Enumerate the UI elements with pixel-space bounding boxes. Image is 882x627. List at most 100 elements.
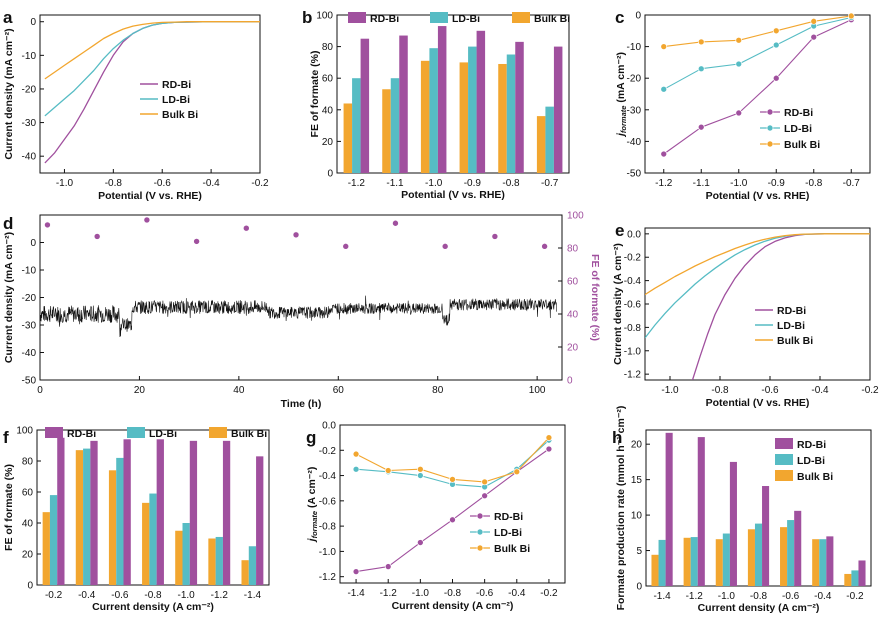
y-tick-label: 100	[16, 426, 33, 437]
bar-bulk-bi	[536, 116, 546, 173]
legend-label: Bulk Bi	[231, 428, 267, 440]
x-axis-label: Current density (A cm⁻²)	[698, 602, 820, 614]
legend-label: LD-Bi	[494, 527, 522, 539]
bar-rd-bi	[729, 461, 737, 586]
y-tick-label: -0.2	[624, 253, 642, 264]
x-tick-label: -0.2	[861, 385, 879, 396]
x-tick-label: -1.2	[380, 588, 398, 599]
y-tick-label: -20	[627, 74, 642, 85]
x-tick-label: -0.7	[843, 178, 861, 189]
bar-rd-bi	[256, 456, 264, 585]
y-tick-label: -30	[22, 118, 37, 129]
fe-point	[243, 224, 250, 232]
legend-swatch-marker	[476, 544, 484, 552]
series-line-bulk-bi	[44, 21, 260, 80]
y-tick-label: -50	[22, 376, 37, 387]
data-point	[810, 17, 818, 25]
y-tick-label: 20	[322, 137, 334, 148]
plot-frame-d	[39, 214, 563, 381]
x-tick-label: -1.0	[661, 385, 679, 396]
x-tick-label: -0.8	[711, 385, 729, 396]
y-axis-label: jformate (A cm⁻²)	[306, 467, 319, 544]
bar-rd-bi	[90, 440, 98, 585]
x-tick-label: -0.4	[202, 178, 220, 189]
bar-bulk-bi	[651, 554, 659, 586]
x-tick-label: -1.0	[412, 588, 430, 599]
x-tick-label: -0.8	[105, 178, 123, 189]
data-point	[481, 492, 488, 500]
plot-frame-a	[39, 14, 261, 174]
y-tick-label: 80	[322, 42, 334, 53]
y-tick-label: 0	[27, 581, 33, 592]
y-axis-label-right: FE of formate (%)	[589, 254, 601, 341]
data-point	[772, 74, 780, 82]
x-tick-label: -0.2	[540, 588, 558, 599]
data-point	[513, 468, 521, 476]
fe-point	[441, 243, 449, 250]
x-tick-label: -1.1	[693, 178, 711, 189]
fe-point	[541, 243, 548, 250]
fe-point	[292, 231, 300, 239]
series-line-bulk-bi	[663, 15, 852, 48]
y-tick-label: 0.0	[627, 229, 641, 240]
bar-bulk-bi	[208, 538, 216, 585]
bar-bulk-bi	[683, 537, 691, 586]
data-point	[847, 12, 855, 20]
legend-c: RD-Bi LD-Bi Bulk Bi	[760, 107, 820, 151]
fe-point	[143, 216, 151, 224]
legend-swatch-ld-bi	[775, 454, 793, 465]
y-axis-label-j: j	[306, 537, 318, 543]
x-tick-label: -1.1	[386, 178, 404, 189]
legend-swatch-ld-bi	[127, 427, 145, 438]
y-tick-label: 5	[636, 546, 642, 557]
data-point	[660, 150, 668, 158]
y-tick-label: 60	[22, 488, 34, 499]
y-axis-label-j: j	[615, 132, 627, 138]
y-tick-label: -0.4	[624, 276, 642, 287]
bar-rd-bi	[553, 46, 563, 173]
legend-swatch-rd-bi	[45, 427, 63, 438]
bar-rd-bi	[156, 439, 164, 585]
legend-label: Bulk Bi	[494, 543, 530, 555]
x-tick-label: -0.2	[251, 178, 269, 189]
series-line-rd-bi	[44, 21, 260, 164]
bar-ld-bi	[429, 48, 438, 173]
legend-g: RD-Bi LD-Bi Bulk Bi	[470, 511, 530, 555]
y-axis-label: Current density (A cm⁻²)	[612, 243, 624, 365]
x-tick-label: -0.7	[541, 178, 559, 189]
data-point	[735, 60, 743, 68]
data-point	[449, 516, 456, 524]
data-point	[735, 36, 743, 44]
bar-bulk-bi	[42, 512, 50, 585]
series-line-rd-bi	[663, 19, 852, 155]
panel-label-g: g	[306, 428, 316, 447]
y-tick-label: 80	[22, 457, 34, 468]
data-point	[417, 539, 424, 546]
bar-bulk-bi	[241, 560, 249, 585]
bar-bulk-bi	[343, 103, 353, 173]
y-tick-label: -20	[22, 293, 37, 304]
bar-rd-bi	[858, 560, 866, 586]
legend-label: LD-Bi	[162, 94, 190, 106]
x-tick-label: -1.2	[348, 178, 366, 189]
y-tick-label: 100	[316, 11, 333, 22]
legend-label: Bulk Bi	[162, 109, 198, 121]
bar-rd-bi	[360, 38, 370, 174]
x-axis-label: Potential (V vs. RHE)	[98, 190, 202, 202]
bar-rd-bi	[189, 440, 198, 585]
data-point	[697, 123, 705, 131]
x-tick-label: -0.6	[782, 591, 800, 602]
y-tick-label: 15	[631, 475, 643, 486]
bar-bulk-bi	[715, 539, 723, 586]
y-tick-label: -30	[22, 321, 37, 332]
y-tick-label: 40	[22, 519, 34, 530]
y-tick-label: -10	[627, 42, 642, 53]
y-tick-label: -1.0	[319, 547, 337, 558]
bar-ld-bi	[149, 493, 157, 585]
y-tick-label: 0	[636, 582, 642, 593]
legend-label: RD-Bi	[797, 439, 826, 451]
legend-swatch-marker	[766, 140, 774, 148]
fe-point	[93, 233, 101, 240]
y-tick-label: 0	[327, 169, 333, 180]
